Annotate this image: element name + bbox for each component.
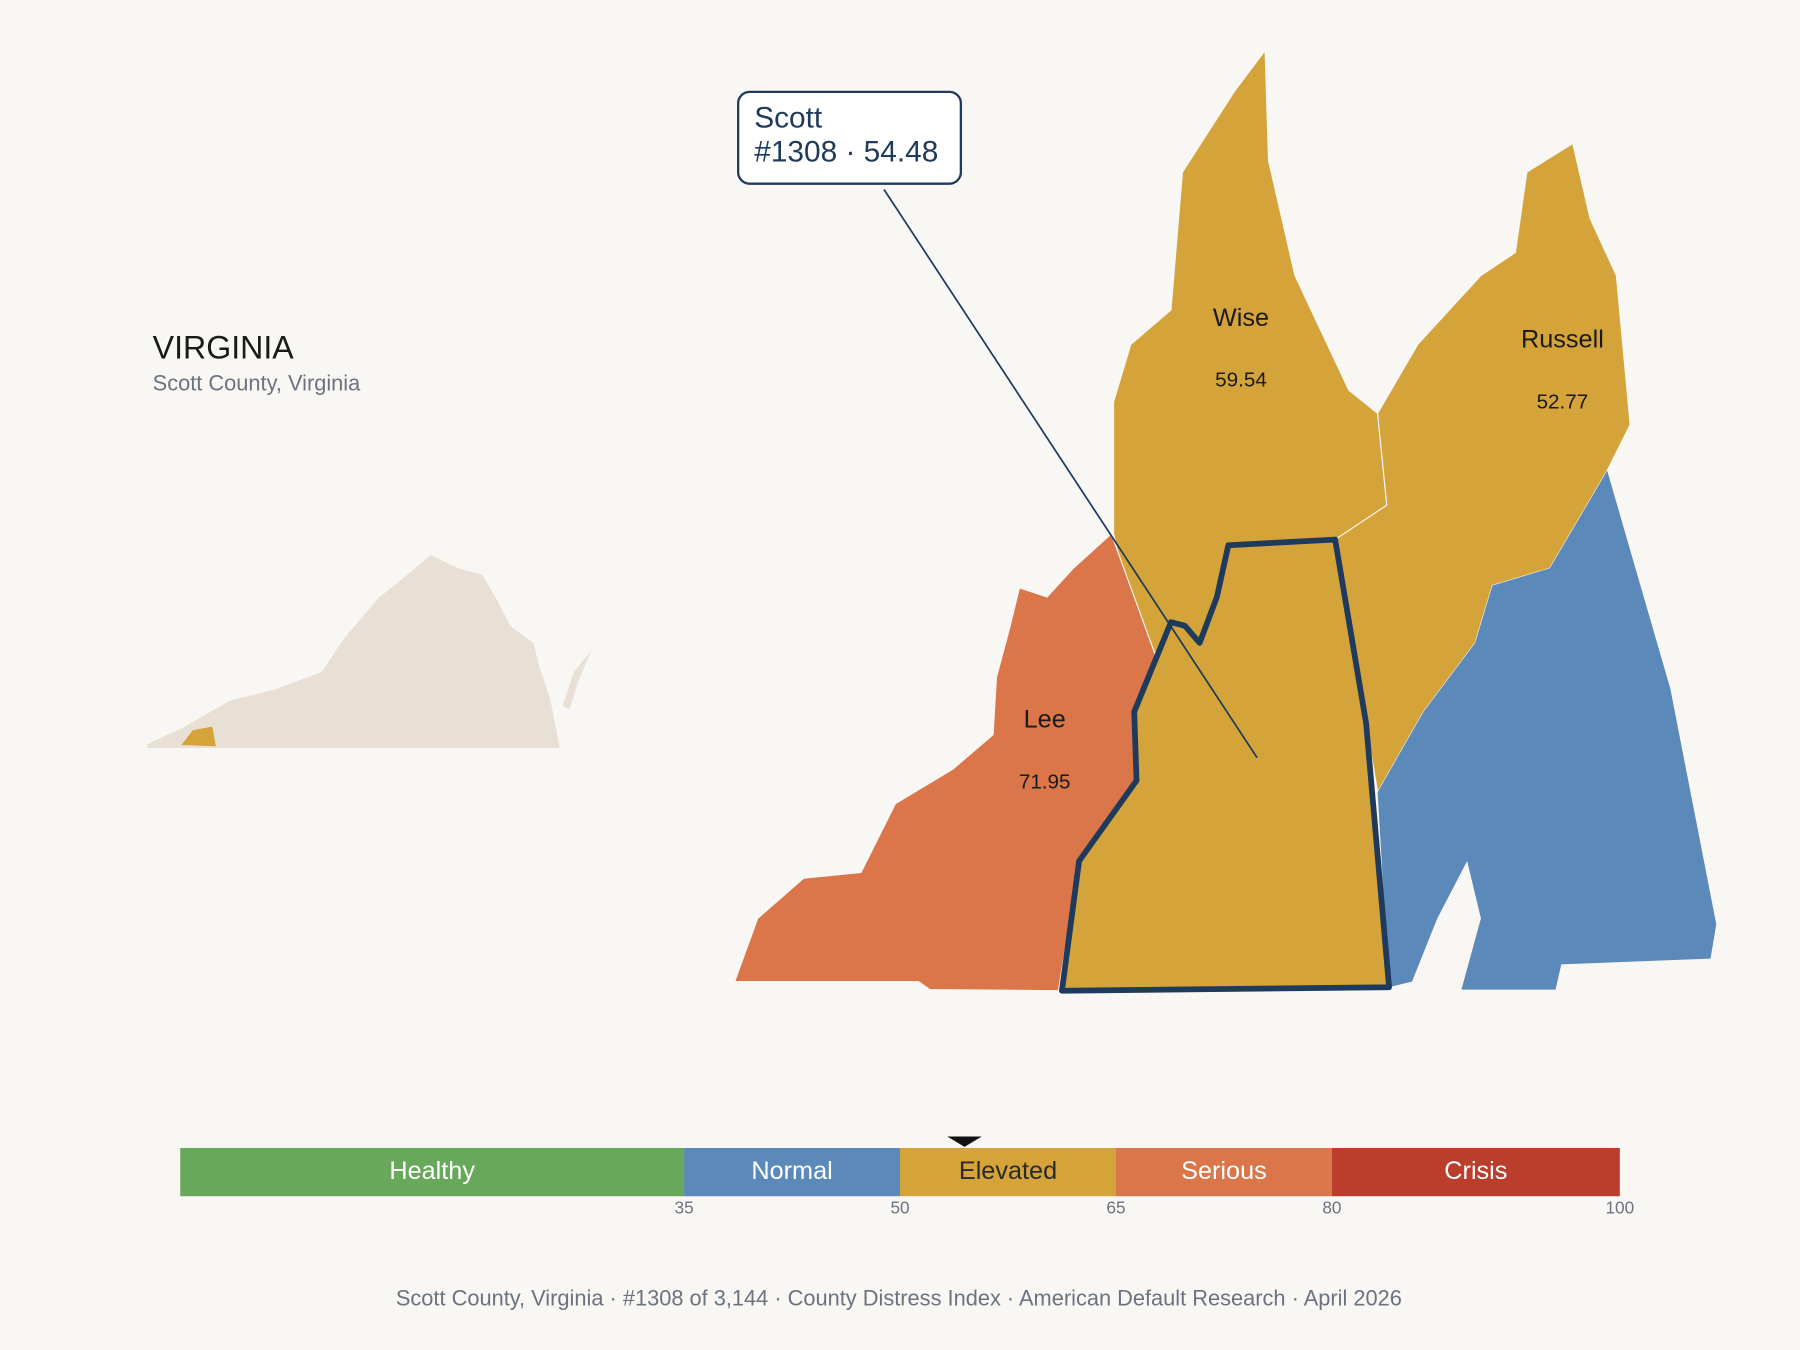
- callout-detail: #1308 · 54.48: [754, 136, 938, 169]
- legend-band-label: Elevated: [959, 1157, 1057, 1185]
- legend-band: [1115, 1148, 1332, 1197]
- county-name: Russell: [1521, 326, 1604, 354]
- legend-band-label: Serious: [1181, 1157, 1267, 1185]
- state-inset: [146, 553, 592, 749]
- callout-name: Scott: [754, 101, 823, 134]
- county-name: Wise: [1213, 304, 1269, 332]
- map-layer: VIRGINIA Scott County, Virginia Wise 59.5…: [146, 48, 1717, 1310]
- subtitle: Scott County, Virginia: [153, 370, 361, 395]
- county-score: 71.95: [1019, 770, 1071, 793]
- callout-box: [737, 90, 963, 185]
- legend-band: [900, 1148, 1116, 1197]
- selected-county[interactable]: [1059, 536, 1392, 994]
- legend-tick-label: 35: [675, 1197, 694, 1217]
- inset-highlight: [181, 726, 216, 747]
- legend-band-label: Normal: [751, 1157, 832, 1185]
- state-shore: [562, 650, 592, 710]
- county-shape: [1377, 470, 1717, 990]
- footer: Scott County, Virginia · #1308 of 3,144 …: [396, 1285, 1402, 1310]
- legend: Healthy Normal Elevated Serious Crisis 35 50 65…: [180, 1136, 1634, 1217]
- county-name: Lee: [1024, 706, 1066, 734]
- county-score: 52.77: [1537, 390, 1589, 413]
- legend-tick-label: 50: [890, 1197, 909, 1217]
- legend-band-label: Healthy: [389, 1157, 475, 1185]
- legend-marker: [947, 1136, 982, 1147]
- legend-band: [180, 1148, 685, 1197]
- counties: Wise 59.54 Russell 52.77 Lee 71.95: [733, 48, 1631, 992]
- legend-tick-label: 65: [1106, 1197, 1125, 1217]
- legend-tick-label: 80: [1322, 1197, 1341, 1217]
- state-outline: [146, 553, 561, 749]
- legend-band-label: Crisis: [1444, 1157, 1507, 1185]
- state-title: VIRGINIA: [153, 330, 295, 366]
- legend-tick-label: 100: [1605, 1197, 1634, 1217]
- legend-band: [684, 1148, 901, 1197]
- county-score: 59.54: [1215, 369, 1267, 392]
- callout-leader: [883, 188, 1258, 759]
- legend-band: [1331, 1148, 1620, 1197]
